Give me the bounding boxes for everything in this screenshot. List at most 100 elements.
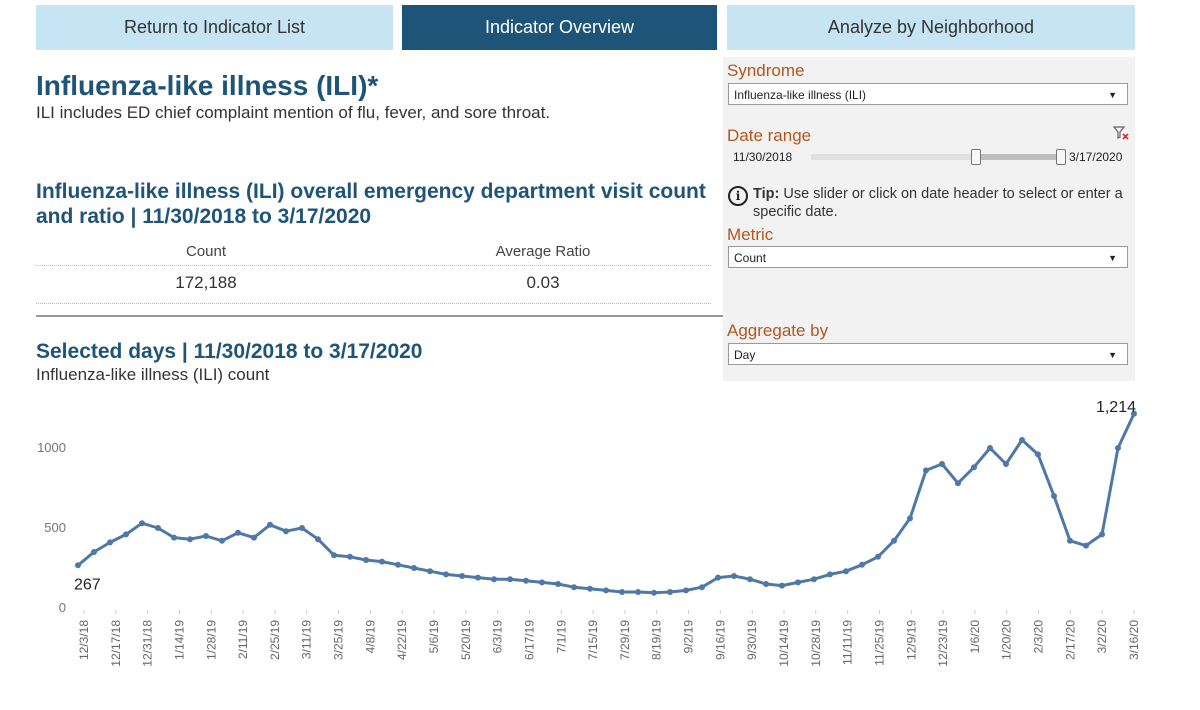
data-point [1035, 451, 1041, 458]
tip-bold: Tip: [753, 186, 780, 202]
x-tick-label: 2/11/19 [236, 620, 250, 659]
chevron-down-icon: ▼ [1108, 253, 1117, 263]
data-point [363, 557, 369, 563]
syndrome-value: Influenza-like illness (ILI) [734, 88, 867, 102]
data-point [395, 561, 401, 568]
x-tick-label: 3/25/19 [332, 620, 346, 660]
data-point [603, 587, 609, 594]
data-point [251, 534, 257, 541]
data-point [187, 536, 193, 543]
x-tick-label: 12/17/18 [109, 620, 123, 667]
tab-return-to-indicator-list[interactable]: Return to Indicator List [36, 5, 393, 50]
data-point [699, 584, 705, 591]
x-tick-label: 2/3/20 [1032, 620, 1046, 654]
summary-title: Influenza-like illness (ILI) overall eme… [36, 180, 706, 228]
ili-line-chart[interactable]: 0 500 1000 12/3/18 12/17/18 12/31/18 1/14/19 1/… [0, 390, 1200, 710]
data-point [555, 581, 561, 587]
data-point [91, 549, 97, 555]
x-tick-label: 6/3/19 [491, 620, 505, 654]
data-point [1115, 445, 1121, 451]
aggregate-value: Day [734, 348, 756, 362]
x-tick-label: 4/8/19 [363, 620, 377, 654]
data-point [107, 539, 113, 546]
clear-filter-icon[interactable] [1113, 126, 1129, 140]
data-point [203, 533, 209, 539]
data-point [219, 537, 225, 544]
data-point [299, 525, 305, 531]
x-tick-label: 9/2/19 [682, 620, 696, 654]
date-slider-end-handle[interactable] [1056, 149, 1066, 165]
chart-subtitle: Influenza-like illness (ILI) count [36, 365, 270, 384]
x-tick-label: 12/3/18 [77, 620, 91, 660]
x-tick-label: 1/20/20 [1000, 620, 1014, 660]
date-range-label: Date range [727, 126, 812, 145]
data-point [411, 565, 417, 571]
x-tick-label: 10/14/19 [777, 620, 791, 667]
series-line [77, 413, 1136, 595]
date-end[interactable]: 3/17/2020 [1069, 150, 1123, 164]
x-tick-label: 2/25/19 [268, 620, 282, 660]
data-point [891, 537, 897, 544]
data-point [1131, 410, 1137, 417]
x-tick-label: 6/17/19 [522, 620, 536, 660]
y-tick-label: 500 [44, 520, 66, 535]
data-point [955, 480, 961, 487]
aggregate-label: Aggregate by [727, 321, 829, 340]
data-point [267, 521, 273, 528]
data-point [715, 574, 721, 581]
x-tick-label: 7/1/19 [554, 620, 568, 654]
data-point [843, 568, 849, 575]
tip-body: Use slider or click on date header to se… [753, 186, 1123, 220]
summary-bottom-separator [36, 303, 711, 304]
metric-label: Metric [727, 225, 774, 244]
summary-separator [36, 265, 711, 266]
x-tick-label: 12/9/19 [904, 620, 918, 660]
page-subtitle: ILI includes ED chief complaint mention … [36, 103, 551, 122]
syndrome-select[interactable]: Influenza-like illness (ILI) ▼ [728, 83, 1128, 105]
section-divider [36, 315, 1135, 317]
date-start[interactable]: 11/30/2018 [733, 150, 793, 164]
data-point [635, 589, 641, 595]
ratio-header: Average Ratio [495, 243, 591, 260]
data-point [747, 576, 753, 583]
y-tick-label: 0 [59, 600, 66, 615]
x-tick-label: 9/16/19 [713, 620, 727, 660]
x-tick-label: 3/2/20 [1095, 620, 1109, 654]
metric-select[interactable]: Count ▼ [728, 246, 1128, 268]
data-point [907, 515, 913, 522]
data-point [987, 445, 993, 451]
chevron-down-icon: ▼ [1108, 90, 1117, 100]
info-icon: i [728, 186, 748, 206]
data-point [347, 553, 353, 560]
data-point [875, 553, 881, 560]
x-tick-label: 1/28/19 [204, 620, 218, 660]
x-tick-label: 11/25/19 [872, 620, 886, 666]
tab-analyze-by-neighborhood[interactable]: Analyze by Neighborhood [727, 5, 1135, 50]
data-point [379, 558, 385, 565]
data-point [923, 467, 929, 474]
data-point [539, 579, 545, 586]
x-tick-label: 2/17/20 [1063, 620, 1077, 660]
data-point [155, 525, 161, 531]
chart-title: Selected days | 11/30/2018 to 3/17/2020 [36, 340, 423, 363]
data-point [587, 585, 593, 592]
x-tick-label: 5/20/19 [459, 620, 473, 660]
x-tick-label: 4/22/19 [395, 620, 409, 660]
data-point [331, 552, 337, 559]
x-tick-label: 3/16/20 [1127, 620, 1141, 660]
data-point [507, 576, 513, 583]
aggregate-select[interactable]: Day ▼ [728, 343, 1128, 365]
start-value-label: 267 [74, 576, 101, 593]
page-title: Influenza-like illness (ILI)* [36, 70, 379, 101]
date-slider-track[interactable] [811, 154, 1064, 160]
data-point [859, 561, 865, 568]
data-point [571, 584, 577, 591]
x-tick-label: 12/31/18 [141, 620, 155, 667]
date-slider-start-handle[interactable] [971, 149, 981, 165]
tip-text: Tip: Use slider or click on date header … [753, 185, 1133, 221]
data-point [1067, 537, 1073, 544]
tab-indicator-overview[interactable]: Indicator Overview [402, 5, 717, 50]
x-tick-label: 5/6/19 [427, 620, 441, 654]
x-tick-label: 7/15/19 [586, 620, 600, 660]
data-point [475, 574, 481, 581]
